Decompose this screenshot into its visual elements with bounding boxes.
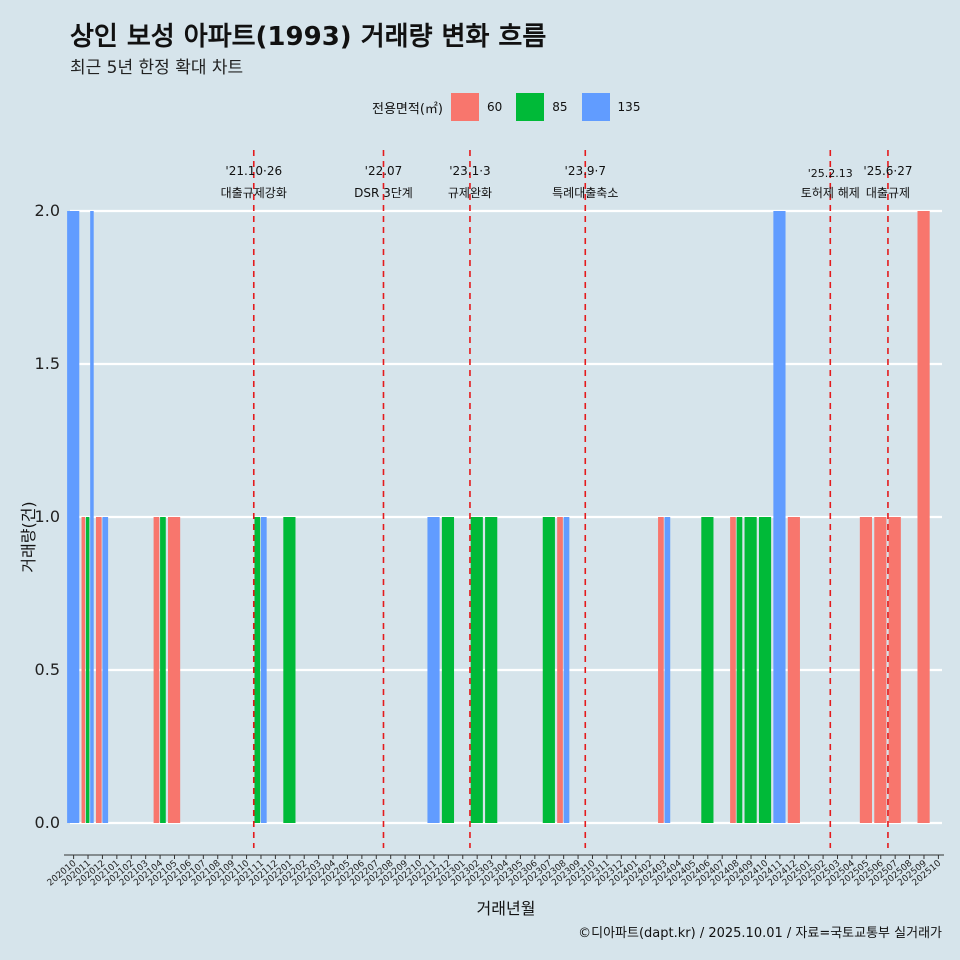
y-tick-label: 1.0 — [35, 507, 60, 526]
bar-202409-85 — [744, 517, 757, 823]
source-caption: ©디아파트(dapt.kr) / 2025.10.01 / 자료=국토교통부 실… — [578, 926, 942, 941]
legend-label-85: 85 — [552, 100, 568, 114]
bar-202308-135 — [563, 517, 570, 823]
bar-202111-85 — [254, 517, 261, 823]
chart-subtitle: 최근 5년 한정 확대 차트 — [70, 58, 244, 78]
bar-202111-135 — [260, 517, 267, 823]
event-label: 대출규제 — [866, 186, 910, 200]
legend-item-85: 85 — [516, 93, 575, 121]
bar-202011-85 — [85, 517, 90, 823]
legend-swatch-85 — [516, 93, 545, 121]
legend-swatch-60 — [450, 93, 479, 121]
bar-202308-60 — [557, 517, 563, 823]
bar-202012-135 — [102, 517, 109, 823]
bar-202410-85 — [758, 517, 772, 823]
bar-202507-60 — [888, 517, 901, 823]
event-date: '23.9·7 — [565, 164, 606, 178]
bar-202012-60 — [95, 517, 102, 823]
event-date: '21.10·26 — [225, 164, 282, 178]
event-label: 토허제 해제 — [801, 186, 860, 200]
x-axis-title: 거래년월 — [477, 899, 536, 918]
legend-label-60: 60 — [486, 100, 503, 114]
chart-title: 상인 보성 아파트(1993) 거래량 변화 흐름 — [70, 22, 547, 52]
legend-swatch-135 — [581, 93, 610, 121]
event-date: '25.6·27 — [863, 164, 912, 178]
bar-202105-60 — [168, 517, 181, 823]
event-date: '22.07 — [365, 164, 403, 178]
bar-202403-135 — [664, 517, 671, 823]
bar-202408-85 — [736, 517, 743, 823]
y-axis-title: 거래량(건) — [19, 501, 38, 572]
bar-202201-85 — [283, 517, 296, 823]
bar-202302-85 — [470, 517, 483, 823]
bar-202412-60 — [787, 517, 800, 823]
bar-202509-60 — [917, 211, 930, 823]
bar-202408-60 — [730, 517, 736, 823]
bar-202104-60 — [153, 517, 160, 823]
event-date: '23.1·3 — [449, 164, 490, 178]
bar-202403-60 — [658, 517, 664, 823]
legend-title: 전용면적(㎡) — [372, 101, 443, 117]
event-label: DSR 3단계 — [354, 186, 413, 200]
y-tick-label: 0.0 — [35, 813, 60, 832]
bar-202011-135 — [90, 211, 94, 823]
bar-202303-85 — [485, 517, 498, 823]
grid-layer — [70, 209, 942, 825]
y-tick-label: 0.5 — [35, 660, 60, 679]
bar-202104-85 — [160, 517, 166, 823]
bar-202411-135 — [773, 211, 786, 823]
bar-layer — [67, 211, 930, 823]
y-tick-label: 1.5 — [35, 354, 60, 373]
legend-item-60: 60 — [450, 93, 510, 121]
bar-202506-60 — [874, 517, 887, 823]
bar-202505-60 — [859, 517, 873, 823]
bar-202212-85 — [441, 517, 455, 823]
bar-202010-135 — [67, 211, 80, 823]
legend-label-135: 135 — [617, 100, 641, 114]
bar-202011-60 — [81, 517, 86, 823]
legend: 전용면적(㎡) 60 85 135 — [372, 92, 654, 122]
event-label: 규제완화 — [448, 186, 492, 200]
bar-202211-135 — [427, 517, 440, 823]
event-label: 특례대출축소 — [552, 186, 618, 200]
y-tick-label: 2.0 — [35, 201, 60, 220]
bar-202307-85 — [542, 517, 555, 823]
event-label: 대출규제강화 — [221, 186, 287, 200]
event-date: '25.2.13 — [808, 167, 853, 180]
bar-202406-85 — [701, 517, 714, 823]
legend-item-135: 135 — [581, 93, 649, 121]
annotation-layer: '21.10·26 대출규제강화 '22.07 DSR 3단계 '23.1·3 규제완화 '… — [221, 150, 913, 848]
